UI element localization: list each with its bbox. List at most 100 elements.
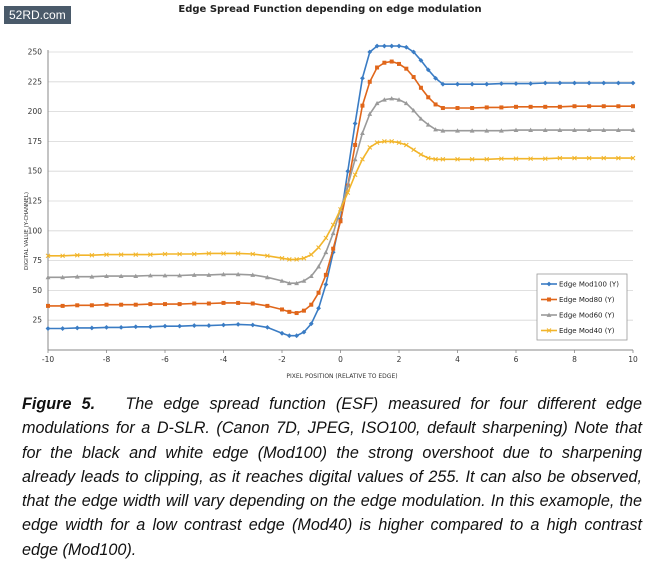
data-point — [279, 255, 285, 261]
data-point — [147, 273, 153, 278]
data-point — [162, 251, 168, 257]
data-point — [323, 235, 329, 241]
data-point — [411, 108, 417, 113]
data-point — [331, 246, 336, 251]
x-tick-label: -2 — [278, 355, 286, 364]
data-point — [221, 322, 226, 328]
series-line — [48, 97, 633, 285]
data-point — [425, 67, 431, 73]
data-point — [382, 60, 387, 65]
data-point — [250, 301, 255, 306]
data-point — [316, 264, 321, 269]
data-point — [484, 156, 490, 162]
data-point — [104, 273, 109, 279]
data-point — [265, 303, 270, 308]
data-point — [309, 302, 314, 307]
data-point — [616, 155, 621, 161]
legend: Edge Mod100 (Y) Edge Mod80 (Y) Edge Mod60 … — [536, 273, 628, 341]
data-point — [469, 81, 475, 87]
data-point — [345, 190, 351, 196]
data-point — [374, 140, 380, 145]
data-point — [498, 81, 504, 86]
data-point — [572, 104, 577, 109]
data-point — [528, 156, 533, 162]
data-point — [557, 104, 562, 109]
data-point — [426, 95, 431, 100]
data-point — [280, 307, 284, 312]
data-point — [191, 272, 197, 277]
data-point — [118, 252, 124, 257]
y-tick-label: 25 — [32, 316, 42, 325]
x-tick-label: 6 — [514, 355, 519, 364]
data-point — [316, 290, 321, 295]
y-tick-label: 250 — [28, 48, 43, 57]
data-point — [235, 271, 241, 277]
data-point — [250, 322, 256, 328]
data-point — [630, 127, 636, 132]
legend-label: Edge Mod60 (Y) — [559, 312, 615, 320]
data-point — [301, 329, 307, 335]
data-point — [279, 278, 285, 283]
data-point — [381, 43, 387, 49]
x-axis-label: PIXEL POSITION (RELATIVE TO EDGE) — [286, 373, 397, 380]
y-axis-label: DIGITAL VALUE (Y-CHANNEL) — [24, 192, 30, 270]
data-point — [119, 302, 124, 307]
data-point — [345, 168, 351, 174]
data-point — [286, 333, 292, 339]
data-point — [133, 252, 139, 257]
data-point — [264, 324, 270, 330]
x-tick-label: 10 — [628, 355, 638, 364]
data-point — [316, 245, 321, 250]
y-tick-label: 50 — [32, 286, 42, 295]
data-point — [440, 81, 446, 87]
data-point — [498, 128, 504, 133]
data-point — [60, 274, 66, 280]
data-point — [279, 330, 285, 336]
data-point — [360, 103, 365, 108]
x-tick-label: -10 — [42, 355, 54, 364]
data-point — [221, 300, 226, 305]
data-point — [235, 251, 241, 256]
data-point — [381, 97, 387, 102]
legend-marker — [546, 312, 552, 317]
data-point — [287, 309, 292, 314]
data-point — [236, 300, 241, 305]
data-point — [615, 127, 621, 132]
data-point — [286, 280, 292, 286]
series-line — [48, 60, 633, 314]
data-point — [396, 43, 402, 49]
data-point — [323, 282, 329, 287]
data-point — [301, 308, 306, 313]
data-point — [397, 61, 401, 66]
data-point — [403, 100, 409, 106]
data-point — [235, 321, 241, 327]
series-3 — [45, 96, 636, 286]
data-point — [60, 253, 65, 259]
data-point — [118, 273, 124, 279]
data-point — [601, 104, 606, 109]
legend-item: Edge Mod100 (Y) — [541, 281, 619, 289]
data-point — [294, 311, 299, 316]
data-point — [360, 130, 365, 135]
data-point — [177, 273, 183, 278]
data-point — [177, 251, 182, 257]
data-point — [572, 155, 577, 161]
data-point — [557, 80, 563, 86]
data-point — [528, 81, 534, 86]
legend-label: Edge Mod100 (Y) — [559, 281, 619, 289]
data-point — [542, 156, 548, 162]
y-tick-label: 175 — [28, 137, 43, 146]
x-tick-label: -6 — [161, 355, 169, 364]
x-tick-label: 8 — [572, 355, 577, 364]
data-point — [499, 105, 504, 110]
x-tick-label: 2 — [397, 355, 402, 364]
data-point — [163, 302, 167, 307]
data-point — [45, 274, 51, 280]
data-point — [104, 302, 109, 307]
data-point — [455, 128, 460, 133]
data-point — [404, 66, 409, 71]
data-point — [177, 323, 183, 329]
legend-item: Edge Mod40 (Y) — [541, 327, 615, 335]
data-point — [587, 104, 592, 109]
data-point — [389, 96, 395, 101]
